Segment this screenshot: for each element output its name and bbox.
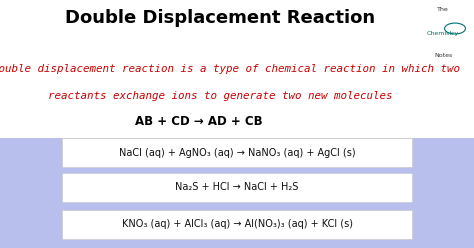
Text: AB + CD → AD + CB: AB + CD → AD + CB <box>135 115 263 128</box>
Text: Notes: Notes <box>434 53 452 58</box>
Text: Double Displacement Reaction: Double Displacement Reaction <box>65 9 375 27</box>
Text: NaCl (aq) + AgNO₃ (aq) → NaNO₃ (aq) + AgCl (s): NaCl (aq) + AgNO₃ (aq) → NaNO₃ (aq) + Ag… <box>118 148 356 157</box>
FancyBboxPatch shape <box>62 138 412 167</box>
FancyBboxPatch shape <box>62 210 412 239</box>
Text: KNO₃ (aq) + AlCl₃ (aq) → Al(NO₃)₃ (aq) + KCl (s): KNO₃ (aq) + AlCl₃ (aq) → Al(NO₃)₃ (aq) +… <box>121 219 353 229</box>
Text: reactants exchange ions to generate two new molecules: reactants exchange ions to generate two … <box>48 91 392 100</box>
Text: Na₂S + HCl → NaCl + H₂S: Na₂S + HCl → NaCl + H₂S <box>175 182 299 192</box>
Text: A double displacement reaction is a type of chemical reaction in which two: A double displacement reaction is a type… <box>0 64 461 74</box>
Text: Chemistry: Chemistry <box>427 31 459 36</box>
Bar <box>0 138 474 248</box>
FancyBboxPatch shape <box>62 173 412 201</box>
Text: The: The <box>438 7 449 12</box>
